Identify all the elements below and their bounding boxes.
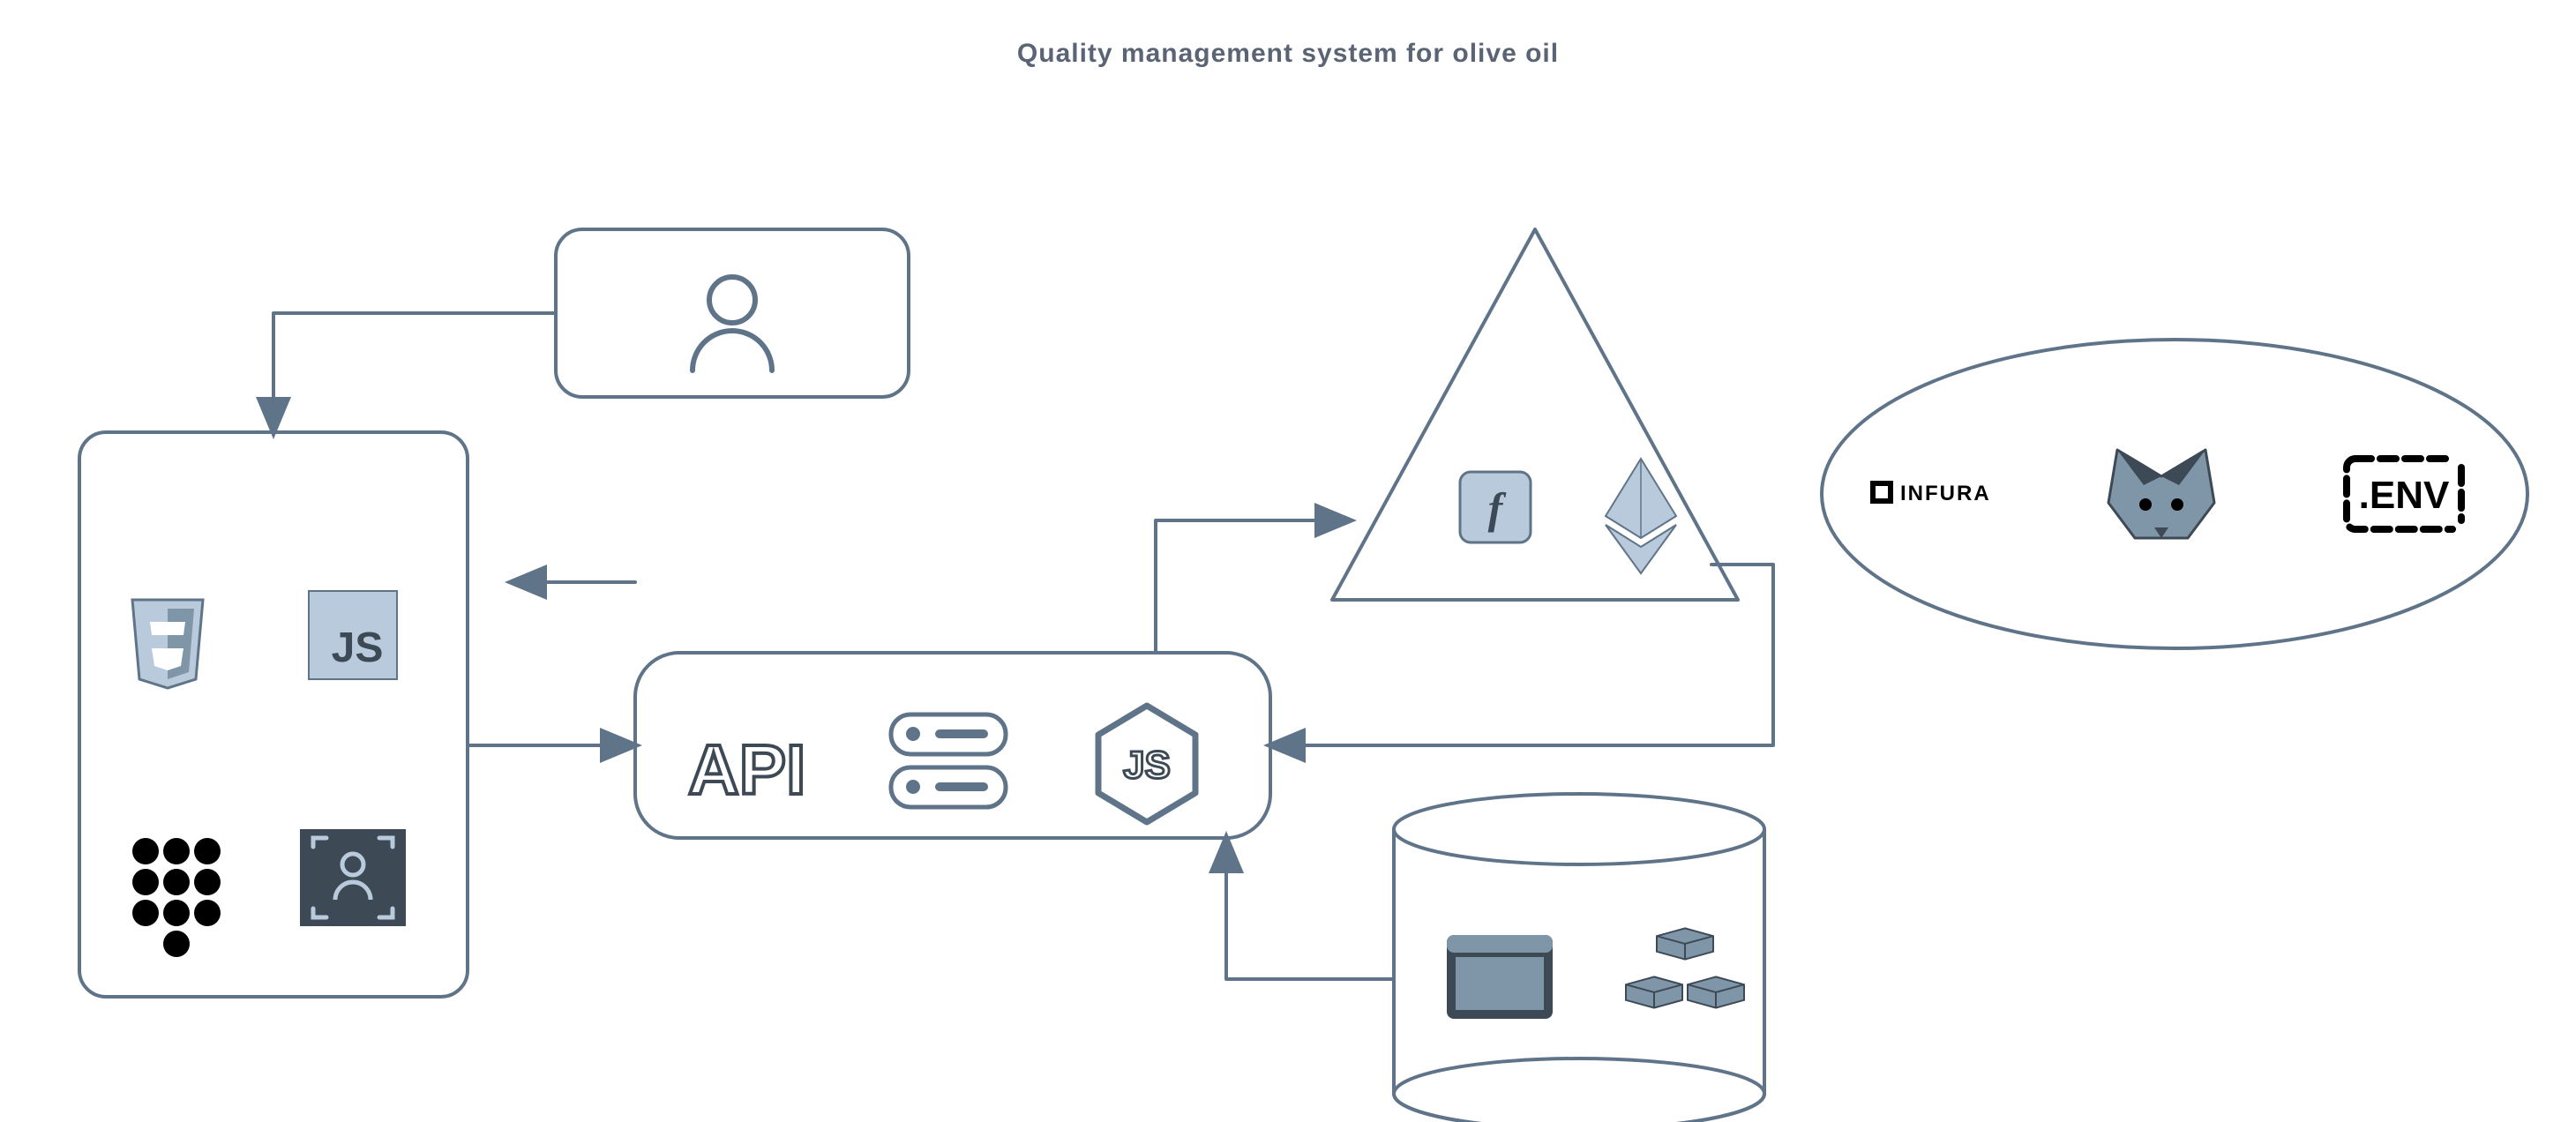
metamask-icon — [2108, 450, 2214, 538]
diagram-title: Quality management system for olive oil — [0, 39, 2576, 69]
svg-text:JS: JS — [1123, 744, 1171, 787]
edge-user-to-frontend — [273, 313, 556, 432]
truffle-icon — [1626, 928, 1744, 1007]
infura-icon: INFURA — [1870, 481, 1991, 505]
svg-text:.ENV: .ENV — [2359, 474, 2450, 517]
svg-text:API: API — [688, 730, 805, 809]
edge-db-to-api — [1226, 838, 1394, 979]
diagram-canvas: JS API JS f INFURA .ENV — [0, 0, 2576, 1122]
nodejs-icon: JS — [1098, 706, 1195, 822]
html5-icon — [132, 600, 203, 688]
edge-blockchain-to-api — [1270, 565, 1773, 745]
api-text-icon: API — [688, 730, 805, 809]
fedora-icon: f — [1460, 472, 1531, 542]
dotenv-icon: .ENV — [2347, 459, 2461, 529]
svg-text:INFURA: INFURA — [1900, 482, 1991, 505]
node-user — [556, 229, 909, 397]
node-blockchain — [1332, 229, 1738, 600]
svg-text:JS: JS — [332, 625, 384, 671]
user-icon — [693, 277, 772, 370]
server-icon — [891, 714, 1006, 807]
edge-api-to-blockchain — [1156, 520, 1350, 653]
javascript-icon: JS — [309, 591, 397, 679]
ganache-icon — [1447, 935, 1553, 1019]
camera-icon — [300, 829, 406, 926]
ethereum-icon — [1606, 459, 1676, 573]
keypad-icon — [132, 838, 221, 957]
